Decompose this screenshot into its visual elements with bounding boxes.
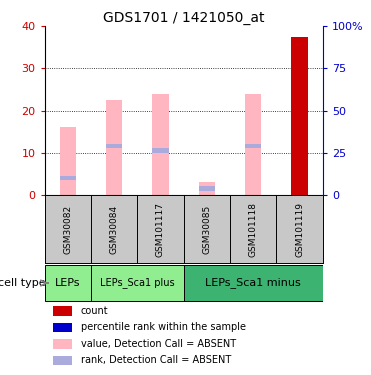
- Bar: [53, 356, 72, 365]
- Bar: [106, 100, 122, 195]
- Text: GSM101119: GSM101119: [295, 201, 304, 256]
- Bar: [45, 265, 91, 301]
- Text: value, Detection Call = ABSENT: value, Detection Call = ABSENT: [81, 339, 236, 349]
- Text: LEPs: LEPs: [55, 278, 81, 288]
- Bar: [152, 94, 168, 195]
- Bar: [53, 339, 72, 349]
- Text: count: count: [81, 306, 108, 316]
- Text: rank, Detection Call = ABSENT: rank, Detection Call = ABSENT: [81, 355, 231, 365]
- Bar: [106, 144, 122, 148]
- Bar: [292, 37, 308, 195]
- Text: GSM30082: GSM30082: [63, 204, 72, 254]
- Bar: [53, 306, 72, 316]
- Title: GDS1701 / 1421050_at: GDS1701 / 1421050_at: [103, 11, 265, 25]
- Text: GSM30084: GSM30084: [109, 204, 119, 254]
- Bar: [60, 128, 76, 195]
- Text: cell type: cell type: [0, 278, 45, 288]
- Bar: [152, 148, 168, 153]
- Text: GSM101118: GSM101118: [249, 201, 258, 256]
- Text: LEPs_Sca1 minus: LEPs_Sca1 minus: [205, 278, 301, 288]
- Bar: [245, 94, 261, 195]
- Bar: [53, 322, 72, 332]
- Bar: [91, 265, 184, 301]
- Bar: [245, 144, 261, 148]
- Bar: [292, 132, 308, 136]
- Text: percentile rank within the sample: percentile rank within the sample: [81, 322, 246, 332]
- Bar: [199, 182, 215, 195]
- Bar: [199, 186, 215, 190]
- Text: LEPs_Sca1 plus: LEPs_Sca1 plus: [100, 278, 175, 288]
- Text: GSM101117: GSM101117: [156, 201, 165, 256]
- Bar: [184, 265, 323, 301]
- Text: GSM30085: GSM30085: [202, 204, 211, 254]
- Bar: [60, 176, 76, 180]
